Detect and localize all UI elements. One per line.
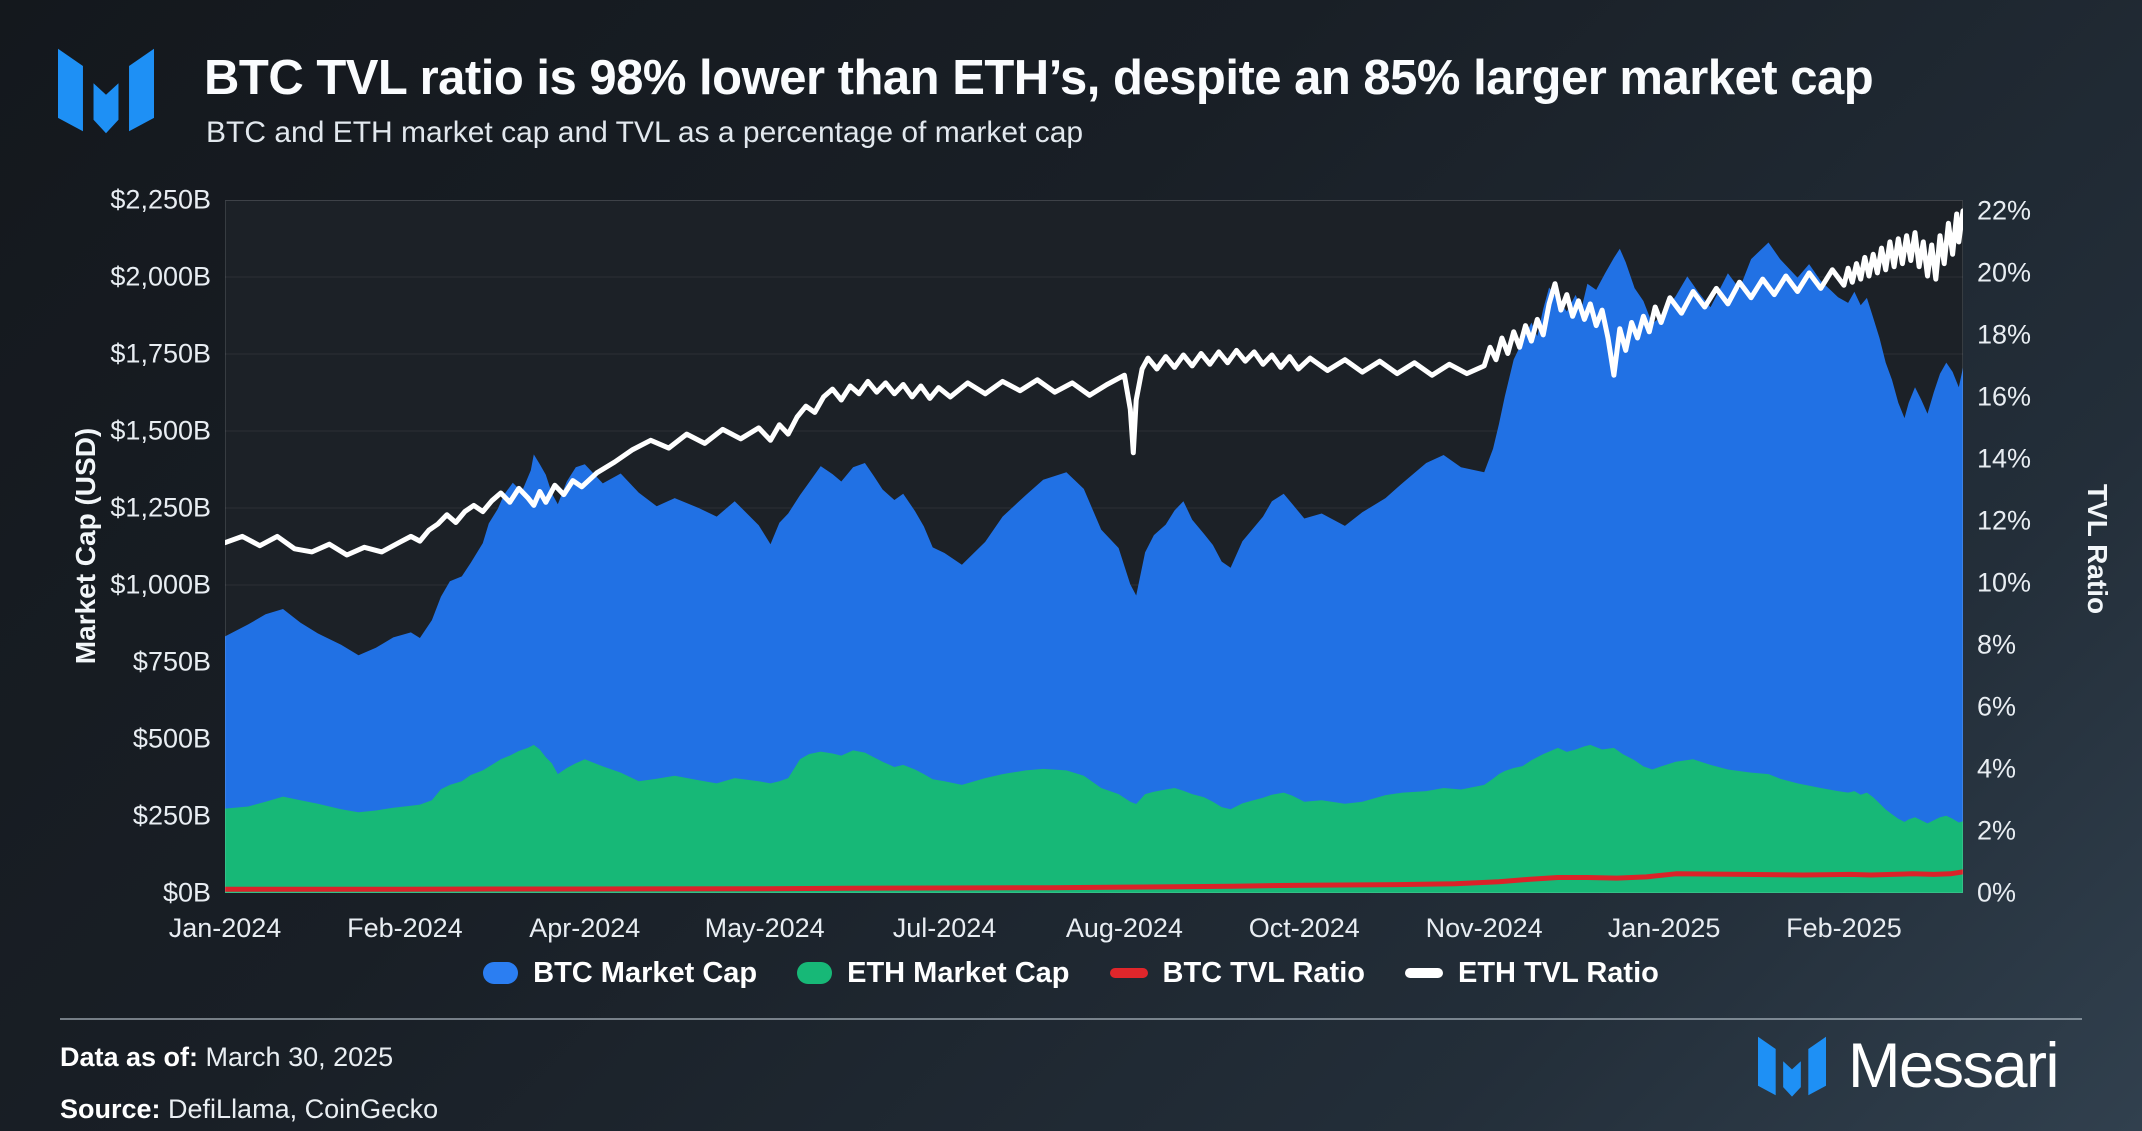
legend-label: ETH TVL Ratio (1457, 956, 1659, 989)
legend-label: BTC Market Cap (533, 956, 758, 989)
left-axis-tick-label: $0B (162, 877, 211, 908)
right-axis-tick-label: 6% (1977, 691, 2017, 722)
legend-item: ETH Market Cap (797, 956, 1070, 990)
x-axis-tick-label: Apr-2024 (529, 913, 641, 943)
plot-canvas (225, 200, 1963, 893)
footer-divider (60, 1018, 2082, 1020)
messari-logo-icon (58, 48, 154, 134)
x-axis-tick-label: Feb-2025 (1786, 913, 1902, 943)
left-axis-tick-label: $500B (132, 723, 211, 754)
brand-name: Messari (1848, 1031, 2060, 1101)
left-axis-tick-label: $1,000B (110, 569, 211, 600)
left-axis-title: Market Cap (USD) (70, 427, 101, 665)
x-axis-tick-label: Jan-2024 (168, 913, 282, 943)
right-axis-tick-label: 14% (1977, 443, 2032, 474)
messari-wordmark: Messari (1758, 1030, 2060, 1102)
chart-legend: BTC Market Cap ETH Market Cap BTC TVL Rati… (0, 948, 2142, 998)
data-as-of-value: March 30, 2025 (198, 1042, 394, 1072)
legend-item: BTC TVL Ratio (1109, 956, 1365, 990)
source-label: Source: (60, 1094, 161, 1124)
source-line: Source: DefiLlama, CoinGecko (60, 1094, 438, 1125)
legend-label: BTC TVL Ratio (1162, 956, 1365, 989)
left-axis-tick-label: $2,250B (110, 184, 211, 215)
right-axis-tick-label: 10% (1977, 567, 2032, 598)
left-axis-tick-label: $250B (132, 800, 211, 831)
left-axis-tick-label: $1,250B (110, 492, 211, 523)
right-axis-tick-label: 4% (1977, 753, 2017, 784)
legend-item: BTC Market Cap (483, 957, 757, 990)
legend-marker-icon (483, 962, 519, 984)
x-axis-tick-label: Jan-2025 (1607, 913, 1721, 943)
right-axis-tick-label: 12% (1977, 505, 2032, 536)
legend-marker-icon (1404, 968, 1443, 978)
right-axis-tick-label: 0% (1977, 877, 2017, 908)
x-axis-tick-label: May-2024 (704, 913, 825, 943)
right-axis-tick-label: 20% (1977, 257, 2032, 288)
left-axis-tick-label: $1,500B (110, 415, 211, 446)
legend-marker-icon (797, 962, 833, 984)
page-subtitle: BTC and ETH market cap and TVL as a perc… (206, 116, 1084, 149)
page-title: BTC TVL ratio is 98% lower than ETH’s, d… (204, 51, 1874, 105)
right-axis-tick-label: 2% (1977, 815, 2017, 846)
x-axis-tick-label: Nov-2024 (1425, 913, 1543, 943)
x-axis-tick-label: Feb-2024 (347, 913, 463, 943)
legend-label: ETH Market Cap (847, 956, 1070, 989)
right-axis-title: TVL Ratio (2082, 483, 2113, 615)
x-axis-tick-label: Aug-2024 (1065, 913, 1183, 943)
right-axis-tick-label: 8% (1977, 629, 2017, 660)
messari-logo-icon (1758, 1036, 1826, 1097)
data-as-of-line: Data as of: March 30, 2025 (60, 1042, 393, 1073)
left-axis-tick-label: $750B (132, 646, 211, 677)
x-axis-tick-label: Oct-2024 (1248, 913, 1360, 943)
legend-marker-icon (1109, 968, 1148, 978)
right-axis-tick-label: 22% (1977, 195, 2032, 226)
right-axis-tick-label: 18% (1977, 319, 2032, 350)
left-axis-tick-label: $1,750B (110, 338, 211, 369)
left-axis-tick-label: $2,000B (110, 261, 211, 292)
data-as-of-label: Data as of: (60, 1042, 199, 1072)
legend-item: ETH TVL Ratio (1404, 956, 1659, 990)
right-axis-tick-label: 16% (1977, 381, 2032, 412)
source-value: DefiLlama, CoinGecko (160, 1094, 439, 1124)
x-axis-tick-label: Jul-2024 (892, 913, 997, 943)
